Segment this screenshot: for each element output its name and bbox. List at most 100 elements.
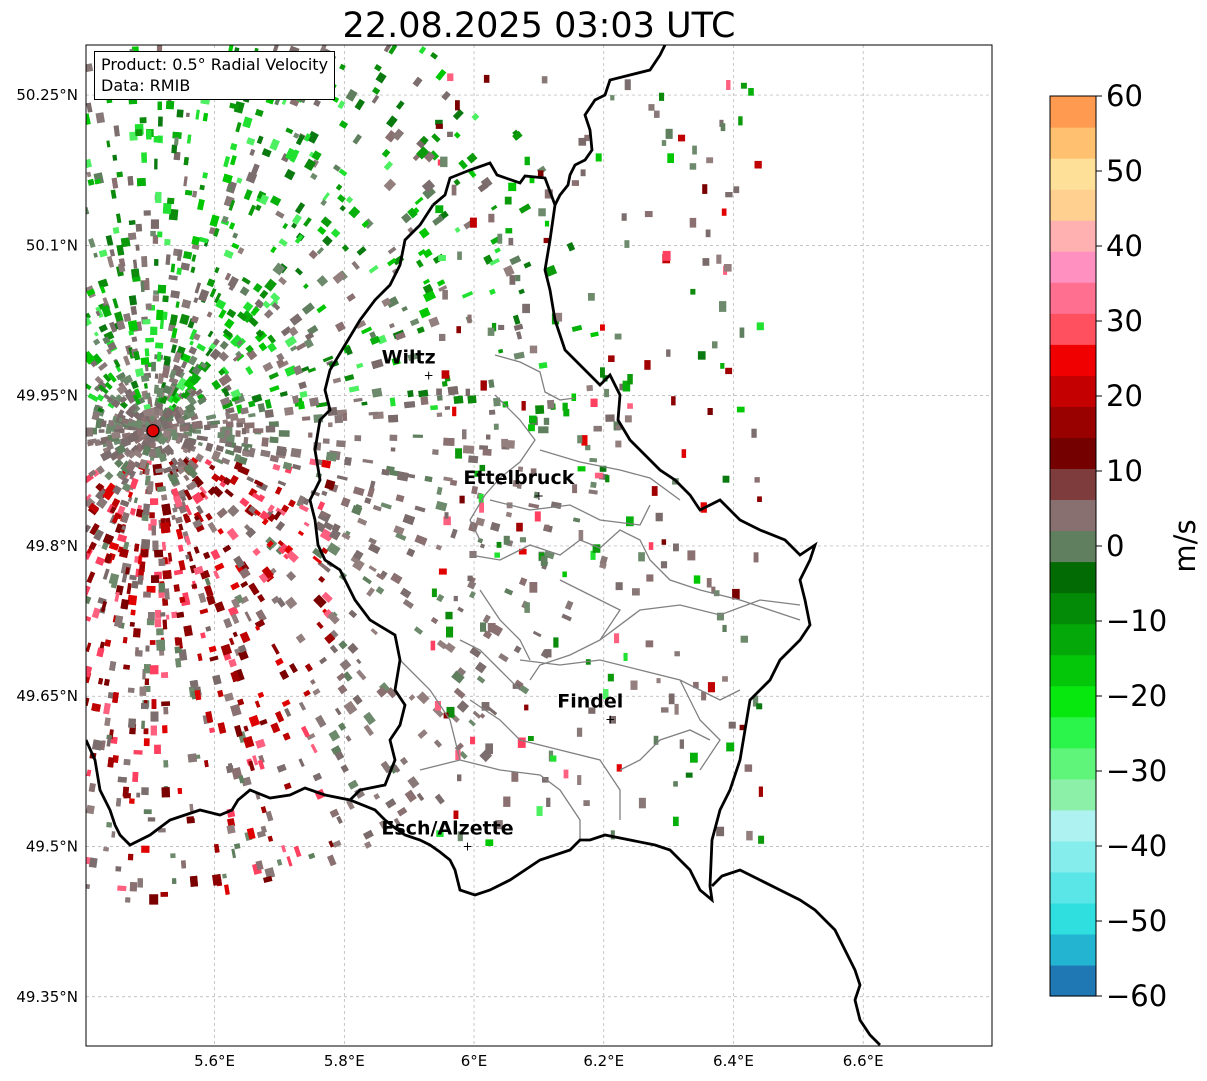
velocity-gate: [93, 331, 99, 337]
velocity-gate: [86, 102, 93, 113]
velocity-gate: [739, 327, 745, 338]
velocity-gate: [238, 644, 247, 653]
velocity-gate: [102, 373, 112, 383]
velocity-gate: [538, 426, 549, 434]
velocity-gate: [162, 407, 174, 420]
velocity-gate: [334, 750, 345, 761]
velocity-gate: [126, 468, 136, 478]
velocity-gate: [432, 215, 444, 226]
velocity-gate: [509, 275, 516, 285]
velocity-gate: [722, 624, 727, 632]
velocity-gate: [259, 194, 269, 205]
velocity-gate: [86, 595, 92, 605]
velocity-gate: [518, 203, 532, 214]
velocity-gate: [644, 211, 653, 218]
velocity-gate: [226, 824, 236, 834]
velocity-gate: [512, 130, 523, 141]
velocity-gate: [248, 204, 256, 216]
velocity-gate: [748, 88, 754, 96]
velocity-gate: [543, 237, 551, 244]
velocity-gate: [451, 184, 457, 196]
velocity-gate: [482, 614, 491, 624]
velocity-gate: [738, 116, 743, 126]
velocity-gate: [243, 189, 253, 201]
velocity-gate: [134, 367, 145, 378]
velocity-gate: [223, 477, 232, 486]
velocity-gate: [178, 559, 186, 571]
velocity-gate: [127, 175, 134, 186]
velocity-gate: [233, 445, 243, 454]
velocity-gate: [176, 267, 183, 276]
velocity-gate: [276, 859, 283, 866]
velocity-gate: [243, 735, 255, 749]
velocity-gate: [114, 615, 124, 628]
velocity-gate: [86, 317, 92, 327]
velocity-gate: [103, 678, 110, 686]
velocity-gate: [590, 481, 597, 488]
velocity-gate: [418, 46, 427, 55]
velocity-gate: [278, 238, 288, 247]
velocity-gate: [171, 327, 178, 339]
velocity-gate: [291, 222, 297, 229]
velocity-gate: [88, 469, 97, 478]
city-label: Ettelbruck: [463, 467, 574, 489]
velocity-gate: [420, 396, 429, 406]
velocity-gate: [665, 128, 673, 139]
velocity-gate: [194, 282, 202, 294]
city-marker: +: [424, 369, 434, 383]
velocity-gate: [233, 843, 241, 850]
velocity-gate: [125, 897, 131, 903]
velocity-gate: [279, 391, 288, 397]
velocity-gate: [116, 319, 126, 331]
velocity-gate: [189, 340, 194, 346]
velocity-gate: [189, 328, 198, 341]
velocity-gate: [100, 420, 107, 428]
velocity-gate: [479, 543, 486, 549]
velocity-gate: [184, 535, 192, 546]
velocity-gate: [523, 261, 532, 269]
lon-tick-label: 5.8°E: [324, 1052, 365, 1070]
velocity-gate: [128, 232, 137, 241]
velocity-gate: [577, 466, 586, 472]
velocity-gate: [86, 665, 93, 678]
velocity-gate: [179, 596, 186, 603]
velocity-gate: [609, 716, 616, 724]
velocity-gate: [242, 301, 254, 313]
velocity-gate: [153, 136, 162, 143]
velocity-gate: [373, 793, 381, 800]
velocity-gate: [368, 411, 378, 416]
velocity-gate: [137, 878, 144, 888]
velocity-gate: [471, 485, 479, 495]
velocity-gate: [129, 622, 135, 627]
velocity-gate: [457, 251, 462, 260]
velocity-gate: [130, 609, 136, 616]
velocity-gate: [112, 154, 118, 161]
velocity-gate: [285, 596, 298, 610]
velocity-gate: [381, 297, 392, 307]
velocity-gate: [436, 395, 443, 401]
velocity-gate: [456, 700, 470, 713]
velocity-gate: [198, 289, 210, 302]
velocity-gate: [607, 673, 614, 682]
velocity-gate: [199, 486, 207, 495]
velocity-gate: [321, 490, 328, 497]
velocity-gate: [225, 441, 233, 447]
velocity-gate: [413, 626, 423, 635]
velocity-gate: [212, 674, 222, 686]
velocity-gate: [218, 351, 229, 362]
velocity-gate: [456, 667, 467, 676]
velocity-gate: [513, 645, 522, 654]
velocity-gate: [173, 584, 181, 592]
velocity-gate: [354, 98, 365, 111]
velocity-gate: [269, 385, 280, 393]
velocity-gate: [223, 249, 234, 259]
velocity-gate: [480, 622, 487, 632]
velocity-gate: [175, 301, 180, 309]
velocity-gate: [143, 809, 152, 815]
velocity-gate: [293, 364, 304, 376]
velocity-gate: [168, 376, 179, 385]
velocity-gate: [538, 361, 548, 369]
velocity-gate: [395, 532, 407, 541]
velocity-gate: [518, 684, 530, 695]
velocity-gate: [199, 361, 208, 369]
